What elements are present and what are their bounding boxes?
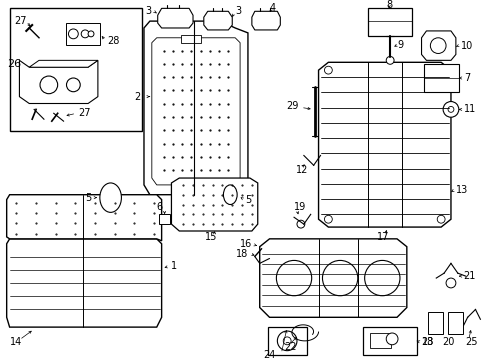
Text: 15: 15 (204, 232, 217, 242)
Circle shape (448, 107, 454, 112)
Text: 25: 25 (466, 337, 478, 347)
Text: 17: 17 (377, 232, 390, 242)
Text: 7: 7 (464, 73, 470, 83)
Circle shape (81, 30, 89, 38)
Bar (181, 35, 201, 43)
Text: 12: 12 (296, 165, 308, 175)
Circle shape (437, 66, 445, 74)
Text: 24: 24 (263, 350, 276, 360)
Circle shape (277, 331, 297, 351)
Circle shape (386, 333, 398, 345)
Ellipse shape (100, 183, 122, 212)
Text: 4: 4 (270, 3, 276, 13)
Polygon shape (318, 62, 451, 227)
Circle shape (437, 215, 445, 223)
Circle shape (69, 29, 78, 39)
Polygon shape (158, 8, 193, 28)
Text: 22: 22 (284, 342, 297, 352)
Polygon shape (204, 11, 232, 30)
Ellipse shape (223, 185, 237, 204)
Polygon shape (7, 239, 162, 327)
Bar (66, 23, 100, 45)
Circle shape (297, 220, 305, 228)
Text: 27: 27 (15, 16, 27, 26)
Text: 1: 1 (172, 261, 177, 271)
Circle shape (322, 260, 358, 296)
Circle shape (324, 215, 332, 223)
Text: 26: 26 (7, 59, 21, 69)
Bar (448, 312, 463, 334)
Circle shape (67, 78, 80, 92)
Text: 2: 2 (134, 92, 140, 102)
Text: 8: 8 (386, 0, 392, 10)
Text: 10: 10 (461, 41, 473, 51)
Polygon shape (29, 60, 98, 67)
Text: 3: 3 (146, 6, 152, 16)
Text: 20: 20 (442, 337, 454, 347)
Bar (428, 312, 443, 334)
Circle shape (446, 278, 456, 288)
Text: 9: 9 (397, 40, 403, 50)
Circle shape (276, 260, 312, 296)
Circle shape (386, 57, 394, 64)
Circle shape (88, 31, 94, 37)
Polygon shape (7, 195, 162, 241)
Bar (159, 214, 171, 224)
Circle shape (365, 260, 400, 296)
Bar (10, 8, 142, 131)
Text: 23: 23 (421, 337, 434, 347)
Polygon shape (172, 178, 258, 231)
Text: 3: 3 (235, 6, 241, 16)
Text: 28: 28 (108, 36, 120, 46)
Polygon shape (260, 239, 407, 317)
Text: 5: 5 (85, 193, 91, 203)
Text: 18: 18 (236, 248, 248, 258)
Polygon shape (144, 21, 248, 195)
Bar (368, 8, 412, 36)
Text: 16: 16 (240, 239, 252, 249)
Text: 6: 6 (157, 202, 163, 212)
Text: 19: 19 (294, 202, 306, 212)
Bar (363, 327, 416, 355)
Text: 14: 14 (10, 337, 22, 347)
Bar (424, 64, 459, 92)
Text: 13: 13 (456, 185, 468, 195)
Circle shape (324, 66, 332, 74)
Text: 11: 11 (464, 104, 476, 114)
Circle shape (443, 102, 459, 117)
Bar (268, 327, 307, 355)
Bar (369, 333, 391, 348)
Text: 5: 5 (245, 195, 251, 204)
Text: 27: 27 (78, 108, 91, 118)
Text: 29: 29 (287, 102, 299, 112)
Circle shape (283, 337, 291, 345)
Polygon shape (252, 11, 280, 30)
Polygon shape (152, 38, 240, 185)
Text: 18: 18 (422, 337, 435, 347)
Polygon shape (20, 60, 98, 103)
Polygon shape (421, 31, 456, 60)
Text: 21: 21 (464, 271, 476, 281)
Circle shape (430, 38, 446, 54)
Circle shape (40, 76, 58, 94)
